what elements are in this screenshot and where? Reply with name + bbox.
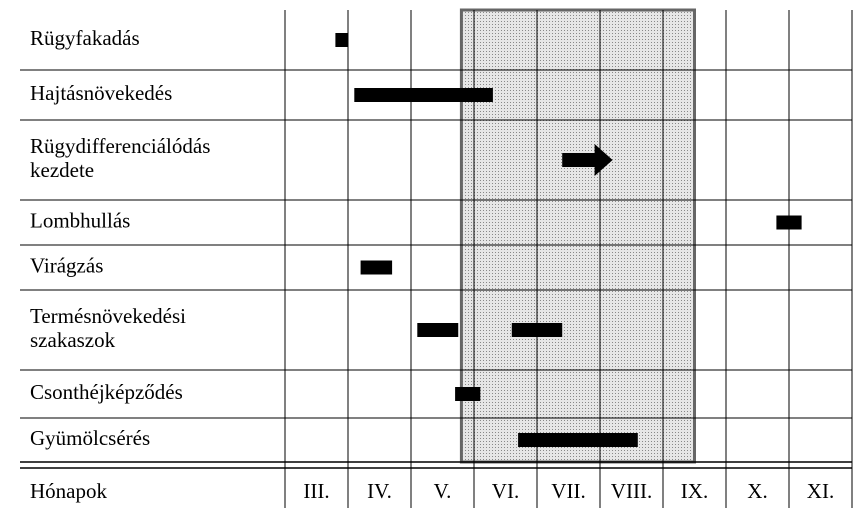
month-label: IV. — [367, 479, 392, 503]
bar — [776, 215, 802, 230]
month-label: XI. — [807, 479, 834, 503]
row-label: Gyümölcsérés — [30, 426, 150, 450]
bar — [455, 387, 481, 401]
bar — [511, 323, 563, 337]
row-label: Csonthéjképződés — [30, 380, 183, 404]
bar — [354, 88, 493, 102]
month-label: X. — [747, 479, 767, 503]
axis-label: Hónapok — [30, 479, 107, 503]
row-label: Lombhullás — [30, 208, 130, 232]
highlight-band — [459, 8, 696, 464]
month-label: V. — [434, 479, 452, 503]
row-label: Rügydifferenciálódás — [30, 134, 210, 158]
bar — [335, 33, 348, 47]
month-label: VII. — [551, 479, 585, 503]
row-label: szakaszok — [30, 328, 116, 352]
row-label: Rügyfakadás — [30, 26, 140, 50]
month-label: III. — [303, 479, 329, 503]
bar — [417, 323, 459, 337]
row-label: kezdete — [30, 158, 94, 182]
row-label: Virágzás — [30, 253, 103, 277]
month-label: VI. — [492, 479, 519, 503]
month-label: VIII. — [611, 479, 652, 503]
row-label: Hajtásnövekedés — [30, 81, 172, 105]
bar — [518, 433, 638, 447]
arrow-bar — [562, 144, 613, 176]
bar — [360, 260, 393, 275]
month-label: IX. — [681, 479, 708, 503]
row-label: Termésnövekedési — [30, 304, 186, 328]
